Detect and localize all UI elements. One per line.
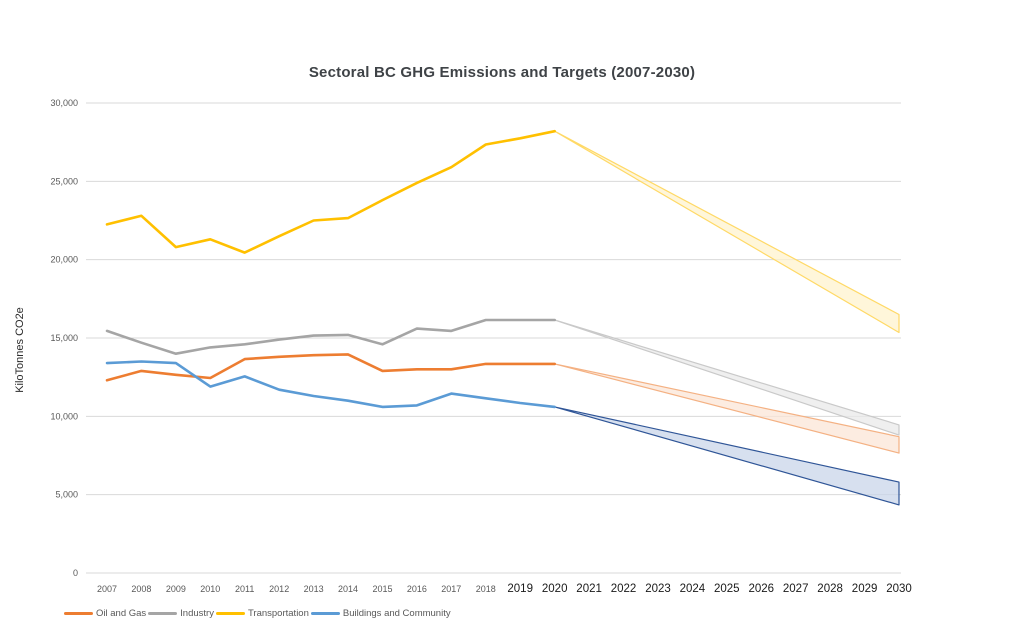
y-tick-label: 15,000: [50, 333, 78, 343]
legend: Oil and Gas Industry Transportation Buildin…: [64, 608, 453, 619]
x-tick-label: 2016: [407, 584, 427, 594]
legend-label: Buildings and Community: [342, 608, 451, 619]
legend-item-buildings-and-community: Buildings and Community: [310, 608, 451, 619]
x-tick-label: 2018: [476, 584, 496, 594]
x-tick-label: 2014: [338, 584, 358, 594]
x-tick-label: 2028: [817, 583, 843, 595]
y-tick-label: 25,000: [50, 176, 78, 186]
x-tick-label: 2023: [645, 583, 671, 595]
x-tick-label: 2020: [542, 583, 568, 595]
legend-swatch-icon: [64, 611, 93, 616]
target-fan-buildings-and-community: [554, 406, 900, 506]
y-tick-label: 20,000: [50, 255, 78, 265]
series-line-transportation: [105, 129, 557, 254]
x-tick-label: 2026: [749, 583, 775, 595]
x-tick-label: 2013: [304, 584, 324, 594]
target-fan-industry: [554, 319, 900, 436]
y-tick-label: 10,000: [50, 411, 78, 421]
y-tick-label: 0: [73, 568, 78, 578]
x-tick-label: 2022: [611, 583, 637, 595]
y-tick-label: 30,000: [50, 98, 78, 108]
legend-item-industry: Industry: [148, 608, 214, 619]
x-tick-label: 2019: [507, 583, 533, 595]
target-fan-oil-and-gas: [554, 363, 900, 454]
series-line-industry: [105, 318, 557, 356]
x-tick-label: 2015: [372, 584, 392, 594]
legend-item-transportation: Transportation: [215, 608, 309, 619]
legend-label: Oil and Gas: [96, 608, 147, 619]
legend-swatch-icon: [148, 611, 178, 616]
legend-label: Transportation: [247, 608, 309, 619]
target-fan-transportation: [554, 130, 900, 334]
chart-title: Sectoral BC GHG Emissions and Targets (2…: [308, 64, 696, 81]
x-tick-label: 2021: [576, 583, 602, 595]
x-tick-label: 2029: [852, 583, 878, 595]
x-tick-label: 2030: [886, 583, 912, 595]
series-line-oil-and-gas: [105, 353, 557, 382]
x-tick-label: 2012: [269, 584, 289, 594]
series-line-buildings-and-community: [105, 360, 557, 409]
legend-swatch-icon: [310, 611, 340, 616]
legend-swatch-icon: [215, 611, 245, 616]
x-tick-label: 2011: [235, 584, 254, 594]
y-tick-label: 5,000: [55, 490, 78, 500]
x-tick-label: 2027: [783, 583, 809, 595]
x-tick-label: 2025: [714, 583, 740, 595]
legend-item-oil-and-gas: Oil and Gas: [64, 608, 146, 619]
x-tick-label: 2007: [97, 584, 117, 594]
x-tick-label: 2017: [441, 584, 461, 594]
x-tick-label: 2024: [680, 583, 706, 595]
x-tick-label: 2008: [131, 584, 151, 594]
legend-label: Industry: [180, 608, 214, 619]
x-tick-label: 2010: [200, 584, 220, 594]
x-tick-label: 2009: [166, 584, 186, 594]
